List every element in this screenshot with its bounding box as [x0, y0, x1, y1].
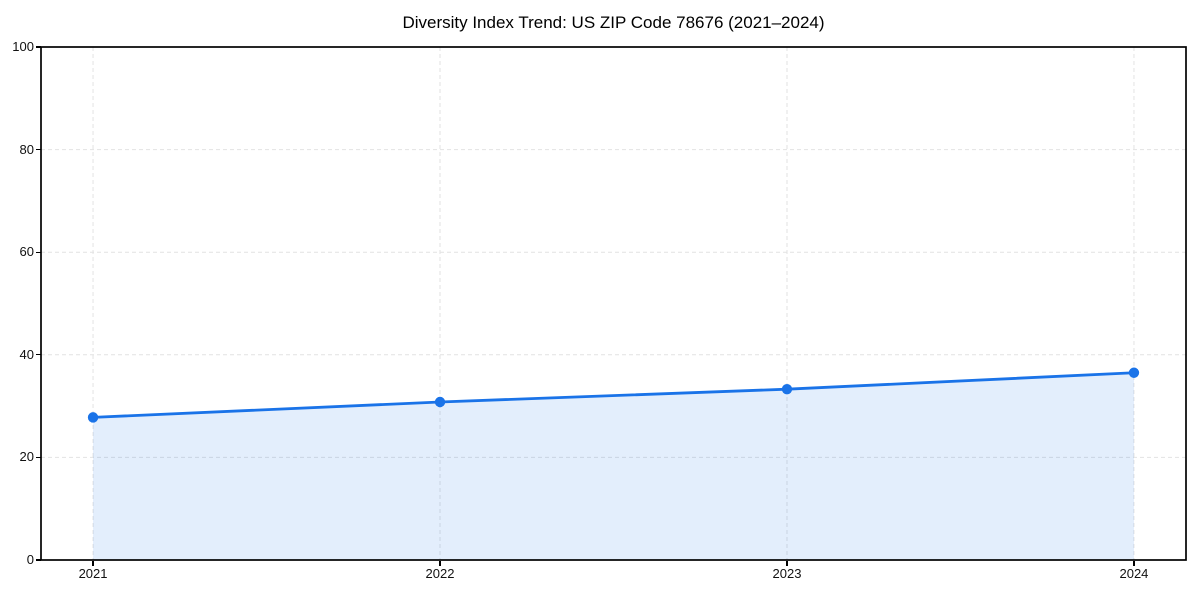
- y-tick-label: 40: [19, 346, 34, 362]
- plot-border: [40, 46, 1187, 561]
- x-tick-label: 2023: [772, 566, 802, 581]
- y-tick-mark: [35, 149, 41, 151]
- y-tick-mark: [35, 354, 41, 356]
- x-tick-mark: [92, 560, 94, 566]
- x-tick-mark: [1133, 560, 1135, 566]
- data-point-marker: [1128, 367, 1140, 378]
- chart-title: Diversity Index Trend: US ZIP Code 78676…: [402, 13, 825, 32]
- y-tick-label: 0: [26, 552, 34, 567]
- y-tick-label: 60: [19, 244, 34, 260]
- data-point-marker: [434, 396, 446, 408]
- x-tick-label: 2022: [425, 566, 455, 581]
- y-tick-label: 20: [19, 449, 34, 465]
- x-tick-mark: [786, 560, 788, 566]
- y-tick-mark: [35, 46, 41, 48]
- data-point-marker: [87, 412, 99, 423]
- plot-area: [40, 46, 1187, 561]
- x-tick-label: 2021: [78, 566, 108, 581]
- x-tick-mark: [439, 560, 441, 566]
- data-point-marker: [781, 383, 793, 395]
- area-fill: [93, 372, 1134, 560]
- y-tick-mark: [35, 559, 41, 561]
- y-tick-label: 100: [12, 39, 34, 54]
- y-tick-mark: [35, 456, 41, 458]
- y-tick-label: 80: [19, 141, 34, 157]
- y-tick-mark: [35, 251, 41, 253]
- x-tick-label: 2024: [1119, 566, 1149, 581]
- trend-line: [91, 371, 1136, 419]
